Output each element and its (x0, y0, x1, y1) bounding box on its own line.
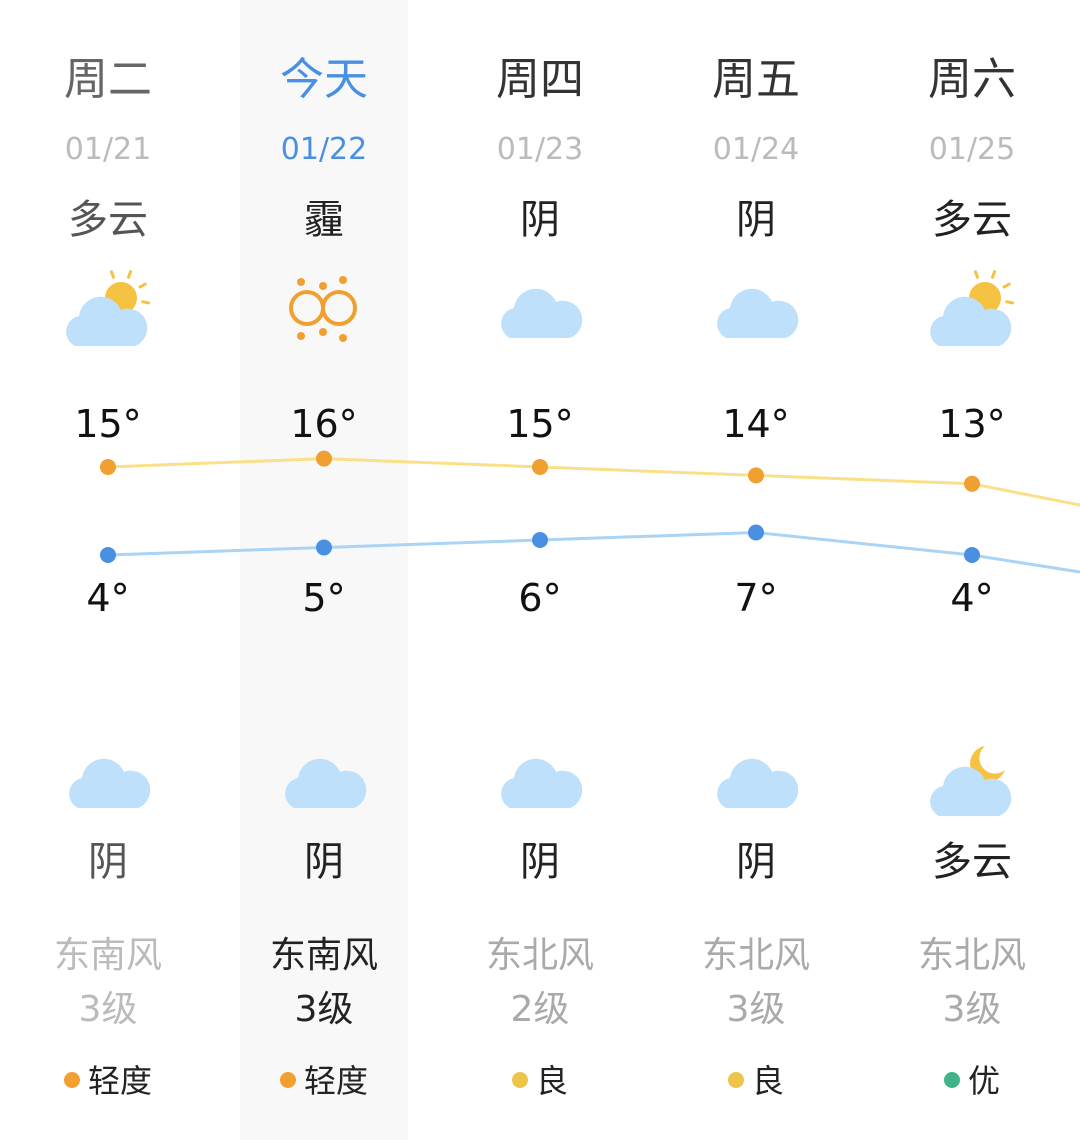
day-date: 01/22 (280, 132, 368, 167)
wind-level: 3级 (78, 989, 138, 1030)
high-temp-line (107, 457, 1080, 507)
today-highlight (240, 0, 408, 1140)
low-temp-label: 7° (734, 576, 778, 620)
low-temp-point (100, 547, 116, 563)
wind-direction: 东北风 (485, 935, 594, 976)
aqi-dot-icon (279, 1072, 296, 1088)
wind-level: 2级 (510, 989, 570, 1030)
low-temp-point (748, 524, 764, 541)
cloudy-icon (501, 288, 583, 338)
night-weather: 阴 (736, 839, 776, 885)
high-temp-label: 15° (74, 402, 142, 446)
night-weather: 阴 (88, 839, 128, 885)
high-temp-label: 15° (506, 402, 574, 446)
day-name: 周六 (928, 54, 1016, 105)
night-weather: 阴 (520, 839, 560, 885)
day-weather: 多云 (932, 197, 1012, 243)
day-name: 周五 (712, 54, 800, 105)
high-temp-label: 16° (290, 402, 358, 446)
aqi-dot-icon (727, 1072, 744, 1088)
low-temp-label: 4° (950, 576, 994, 620)
air-quality: 轻度 (0, 1060, 216, 1102)
day-name: 周四 (496, 54, 584, 105)
low-temp-label: 4° (86, 576, 130, 620)
partly-cloudy-day-icon (930, 270, 1015, 346)
day-name: 今天 (280, 54, 368, 105)
partly-cloudy-night-icon (930, 746, 1012, 816)
air-quality: 良 (648, 1060, 864, 1102)
aqi-label: 良 (535, 1062, 568, 1100)
day-weather: 霾 (304, 197, 344, 243)
day-column[interactable]: 周二 01/21 多云 15° 4° 阴 东南风 3级 轻度 (0, 0, 216, 1140)
partly-cloudy-day-icon (66, 270, 151, 346)
low-temp-label: 6° (518, 576, 562, 620)
day-date: 01/25 (928, 132, 1016, 167)
day-column[interactable]: 周六 01/25 多云 13° 4° 多云 东北风 3级 优 (864, 0, 1080, 1140)
day-column[interactable]: 今天 01/22 霾 16° 5° 阴 东南风 3级 轻度 (216, 0, 432, 1140)
day-column[interactable]: 周五 01/24 阴 14° 7° 阴 东北风 3级 良 (648, 0, 864, 1140)
aqi-label: 轻度 (303, 1062, 368, 1100)
wind-level: 3级 (942, 989, 1002, 1030)
wind-direction: 东南风 (53, 935, 162, 976)
wind-direction: 东北风 (701, 935, 810, 976)
wind-direction: 东北风 (917, 935, 1026, 976)
air-quality: 良 (432, 1060, 648, 1102)
cloudy-icon (717, 758, 799, 808)
low-temp-point (316, 539, 332, 556)
aqi-label: 良 (751, 1062, 784, 1100)
night-weather: 多云 (932, 839, 1012, 885)
low-temp-point (532, 532, 548, 548)
day-date: 01/24 (712, 132, 800, 167)
night-weather: 阴 (304, 839, 344, 885)
day-weather: 阴 (736, 197, 776, 243)
high-temp-label: 13° (938, 402, 1006, 446)
aqi-dot-icon (943, 1072, 960, 1088)
high-temp-point (964, 475, 980, 492)
cloudy-icon (285, 758, 367, 808)
high-temp-label: 14° (722, 402, 790, 446)
day-weather: 多云 (68, 197, 148, 243)
wind-level: 3级 (726, 989, 786, 1030)
aqi-dot-icon (63, 1072, 80, 1088)
cloudy-icon (501, 758, 583, 808)
day-date: 01/23 (496, 132, 584, 167)
day-column[interactable]: 周四 01/23 阴 15° 6° 阴 东北风 2级 良 (432, 0, 648, 1140)
aqi-dot-icon (511, 1072, 528, 1088)
wind-direction: 东南风 (269, 935, 378, 976)
day-date: 01/21 (64, 132, 152, 167)
cloudy-icon (717, 288, 799, 338)
haze-icon (289, 276, 357, 342)
wind-level: 3级 (294, 989, 354, 1030)
aqi-label: 轻度 (87, 1062, 152, 1100)
low-temp-point (964, 547, 980, 563)
low-temp-label: 5° (302, 576, 346, 620)
high-temp-point (316, 450, 332, 467)
air-quality: 轻度 (216, 1060, 432, 1102)
aqi-label: 优 (967, 1062, 1000, 1100)
air-quality: 优 (864, 1060, 1080, 1102)
day-weather: 阴 (520, 197, 560, 243)
day-name: 周二 (64, 54, 152, 105)
cloudy-icon (69, 758, 151, 808)
high-temp-point (532, 459, 548, 475)
low-temp-line (107, 530, 1080, 574)
high-temp-point (100, 459, 116, 475)
high-temp-point (748, 467, 764, 484)
